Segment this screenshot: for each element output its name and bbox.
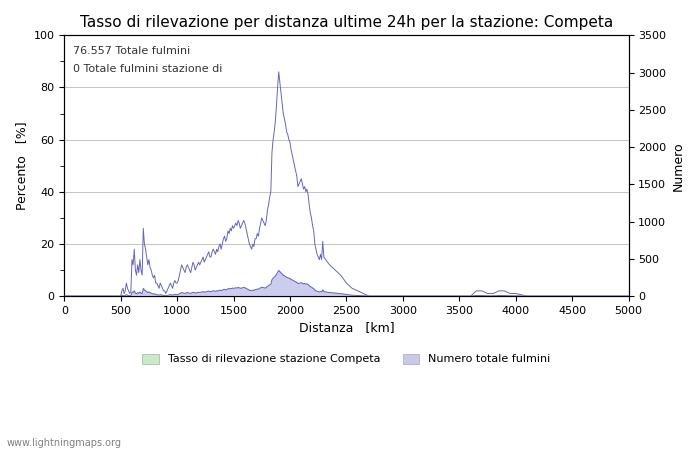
Y-axis label: Numero: Numero <box>672 141 685 190</box>
Text: 76.557 Totale fulmini: 76.557 Totale fulmini <box>73 46 190 56</box>
Text: 0 Totale fulmini stazione di: 0 Totale fulmini stazione di <box>73 64 222 74</box>
Text: www.lightningmaps.org: www.lightningmaps.org <box>7 438 122 448</box>
Legend: Tasso di rilevazione stazione Competa, Numero totale fulmini: Tasso di rilevazione stazione Competa, N… <box>138 349 555 369</box>
X-axis label: Distanza   [km]: Distanza [km] <box>299 321 394 334</box>
Y-axis label: Percento   [%]: Percento [%] <box>15 122 28 210</box>
Title: Tasso di rilevazione per distanza ultime 24h per la stazione: Competa: Tasso di rilevazione per distanza ultime… <box>80 15 613 30</box>
